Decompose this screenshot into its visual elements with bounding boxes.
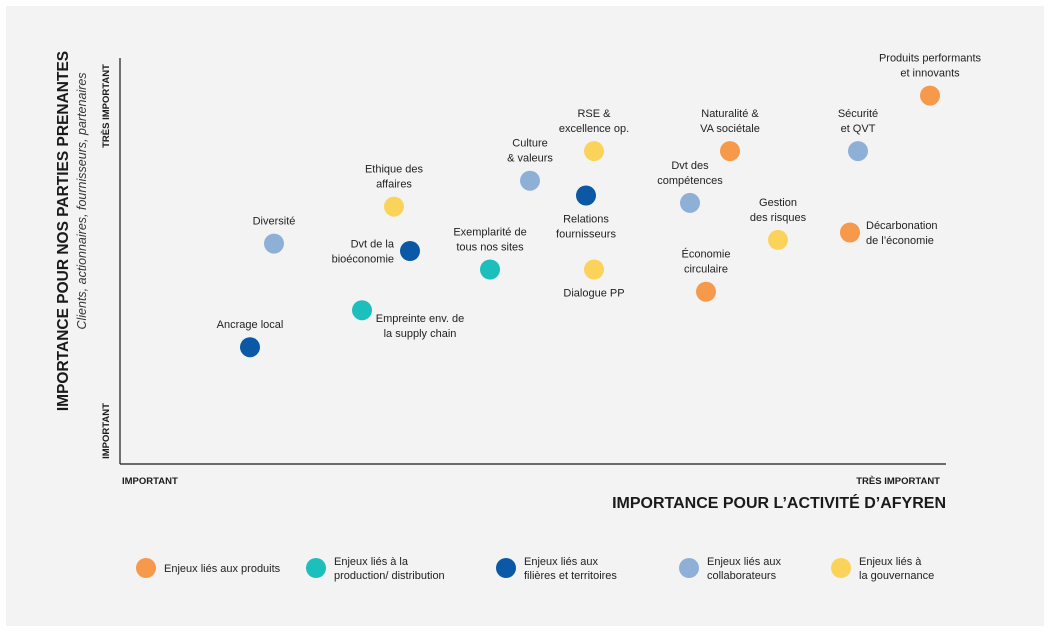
data-point-13 [584,141,604,162]
data-point-label-15: Gestion des risques [750,197,807,224]
data-point-label-9: Sécurité et QVT [838,108,878,135]
data-point-label-12: Diversité [253,216,296,228]
data-point-label-11: Dvt des compétences [657,160,723,187]
data-point-6 [576,185,596,206]
legend-swatch-4 [831,558,851,578]
data-point-10 [520,170,540,191]
data-point-label-1: Naturalité & VA sociétale [700,108,760,135]
data-point-14 [384,196,404,217]
data-point-label-6: Relations fournisseurs [556,214,616,241]
data-point-4 [480,259,500,280]
data-point-label-2: Décarbonation de l’économie [866,220,938,247]
data-point-label-8: Ancrage local [217,319,284,331]
legend-label-0: Enjeux liés aux produits [164,563,281,575]
legend: Enjeux liés aux produits Enjeux liés à la… [136,556,934,582]
legend-label-3: Enjeux liés aux collaborateurs [707,556,781,582]
data-point-3 [696,281,716,302]
data-points: Produits performants et innovants Naturali… [217,53,982,358]
legend-swatch-3 [679,558,699,578]
y-axis-title: IMPORTANCE POUR NOS PARTIES PRENANTES [55,51,72,411]
data-point-8 [240,337,260,358]
data-point-15 [768,229,788,250]
data-point-2 [840,222,860,243]
data-point-label-7: Dvt de la bioéconomie [332,239,395,266]
data-point-label-4: Exemplarité de tous nos sites [453,227,526,254]
chart-panel: IMPORTANCE POUR NOS PARTIES PRENANTES Cl… [6,6,1044,626]
materiality-matrix-chart: IMPORTANCE POUR NOS PARTIES PRENANTES Cl… [55,51,982,582]
legend-label-2: Enjeux liés aux filières et territoires [524,556,617,582]
y-tick-low: IMPORTANT [101,403,112,459]
legend-label-4: Enjeux liés à la gouvernance [859,556,934,582]
data-point-12 [264,233,284,254]
data-point-16 [584,259,604,280]
legend-swatch-2 [496,558,516,578]
data-point-label-3: Économie circulaire [682,248,731,276]
data-point-label-5: Empreinte env. de la supply chain [376,313,464,340]
y-axis-subtitle: Clients, actionnaires, fournisseurs, par… [75,72,89,329]
x-tick-low: IMPORTANT [122,476,178,487]
data-point-label-10: Culture & valeurs [507,138,553,165]
data-point-1 [720,141,740,162]
data-point-7 [400,241,420,261]
data-point-label-16: Dialogue PP [563,288,624,300]
data-point-5 [352,300,372,321]
legend-swatch-1 [306,558,326,578]
data-point-9 [848,141,868,162]
y-tick-high: TRÈS IMPORTANT [101,64,112,148]
data-point-label-14: Ethique des affaires [365,164,424,191]
data-point-label-13: RSE & excellence op. [559,108,629,135]
legend-swatch-0 [136,558,156,578]
data-point-0 [920,85,940,106]
data-point-label-0: Produits performants et innovants [879,53,982,80]
x-tick-high: TRÈS IMPORTANT [856,476,940,487]
data-point-11 [680,192,700,213]
x-axis-title: IMPORTANCE POUR L’ACTIVITÉ D’AFYREN [612,493,946,512]
legend-label-1: Enjeux liés à la production/ distribution [334,556,445,582]
